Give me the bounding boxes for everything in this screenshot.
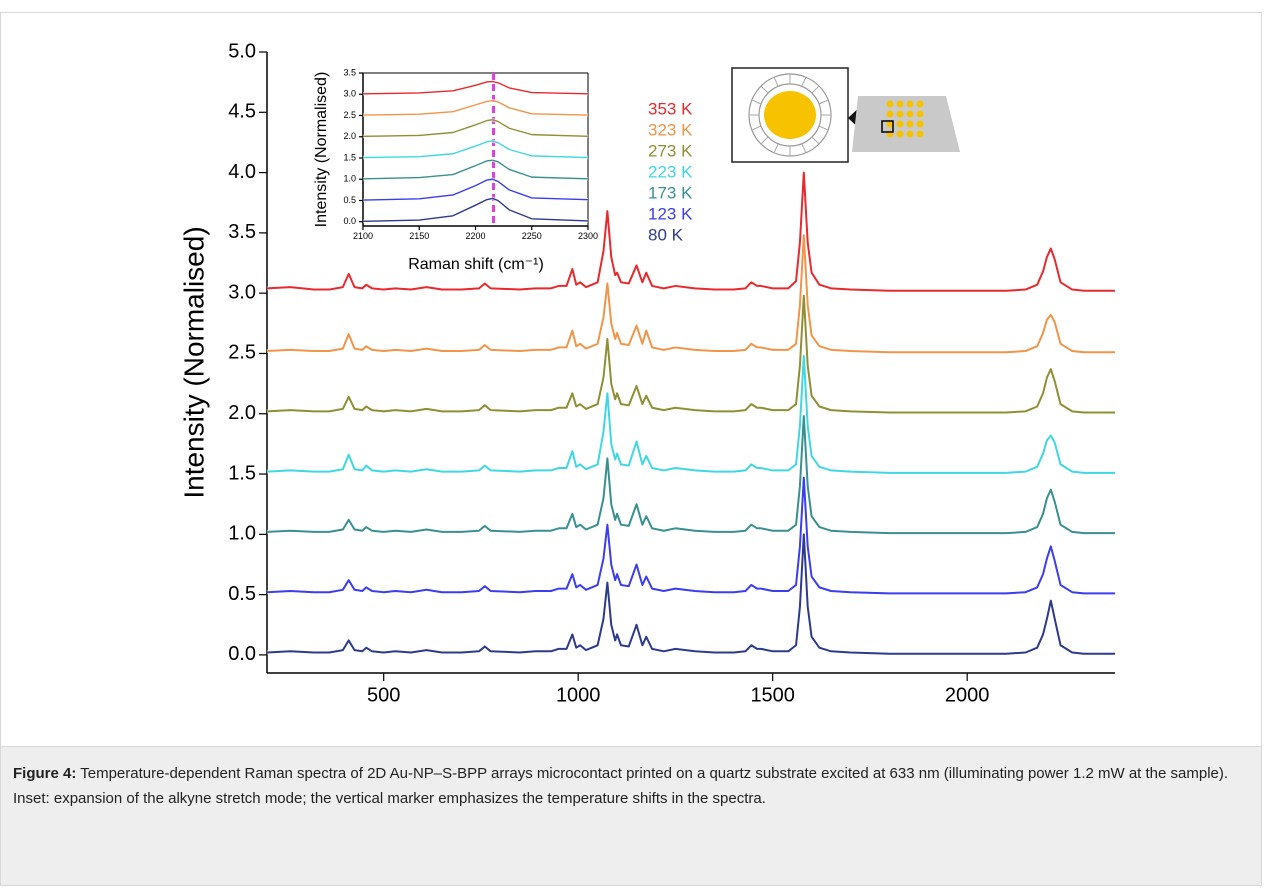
series-line (266, 415, 1115, 535)
legend-label: 353 K (648, 99, 693, 118)
selection-box (881, 120, 894, 133)
series-line (266, 533, 1115, 655)
y-tick-label: 0.5 (228, 583, 256, 605)
schematic (731, 67, 960, 163)
series-line (362, 140, 589, 159)
y-tick-label: 4.0 (228, 161, 256, 183)
series-line (266, 171, 1115, 292)
caption: Figure 4: Temperature-dependent Raman sp… (1, 746, 1261, 885)
x-axis-label: Raman shift (cm⁻¹) (408, 256, 544, 273)
y-tick-label: 1.5 (343, 152, 356, 162)
series-line (266, 234, 1115, 354)
y-tick-label: 0.0 (228, 643, 256, 665)
caption-text: Temperature-dependent Raman spectra of 2… (13, 765, 1229, 807)
x-tick-label: 2300 (578, 231, 598, 241)
legend-label: 123 K (648, 204, 693, 223)
y-tick-label: 3.5 (228, 221, 256, 243)
legend-label: 173 K (648, 183, 693, 202)
series-line (362, 119, 589, 138)
y-tick-label: 2.5 (228, 342, 256, 364)
series-line (362, 178, 589, 201)
y-axis-label: Intensity (Normalised) (178, 226, 209, 498)
y-tick-label: 0.0 (343, 216, 356, 226)
legend-label: 323 K (648, 120, 693, 139)
y-tick-label: 2.5 (343, 110, 356, 120)
y-axis-label: Intensity (Normalised) (313, 72, 330, 228)
series-halo (266, 235, 1115, 355)
legend-label: 273 K (648, 141, 693, 160)
series-line (362, 80, 589, 95)
y-tick-label: 0.5 (343, 195, 356, 205)
x-tick-label: 2150 (409, 231, 429, 241)
legend-label: 223 K (648, 162, 693, 181)
chart: 0.0 0.5 1.0 1.5 2.0 2.5 3.0 3.5 4.0 4.5 5.0 500 1000… (178, 40, 1115, 706)
x-tick-label: 2000 (945, 684, 990, 706)
series-line (266, 294, 1115, 414)
y-tick-label: 4.5 (228, 101, 256, 123)
series-line (362, 159, 589, 180)
series-line (266, 476, 1115, 595)
substrate (852, 96, 960, 152)
ligands (749, 74, 831, 156)
y-tick-label: 2.0 (228, 402, 256, 424)
series-halo (266, 477, 1115, 596)
y-tick-label: 5.0 (228, 40, 256, 62)
series-line (266, 354, 1115, 474)
y-tick-label: 1.5 (228, 462, 256, 484)
legend-label: 80 K (648, 225, 684, 244)
series-line (362, 99, 589, 116)
x-tick-label: 2100 (353, 231, 373, 241)
array-dots (886, 100, 924, 138)
y-tick-label: 1.0 (228, 523, 256, 545)
y-tick-label: 2.0 (343, 131, 356, 141)
figure-frame (0, 12, 1262, 886)
x-tick-label: 2200 (465, 231, 485, 241)
y-tick-label: 3.5 (343, 67, 356, 77)
x-tick-label: 1000 (556, 684, 601, 706)
y-tick-label: 3.0 (228, 281, 256, 303)
x-tick-label: 500 (367, 684, 400, 706)
gold-nanoparticle (764, 91, 816, 139)
y-tick-label: 1.0 (343, 174, 356, 184)
caption-label: Figure 4: (13, 765, 77, 782)
x-tick-label: 1500 (750, 684, 795, 706)
y-tick-label: 3.0 (343, 89, 356, 99)
series-line (362, 197, 589, 223)
x-tick-label: 2250 (522, 231, 542, 241)
inset-background (363, 73, 588, 226)
